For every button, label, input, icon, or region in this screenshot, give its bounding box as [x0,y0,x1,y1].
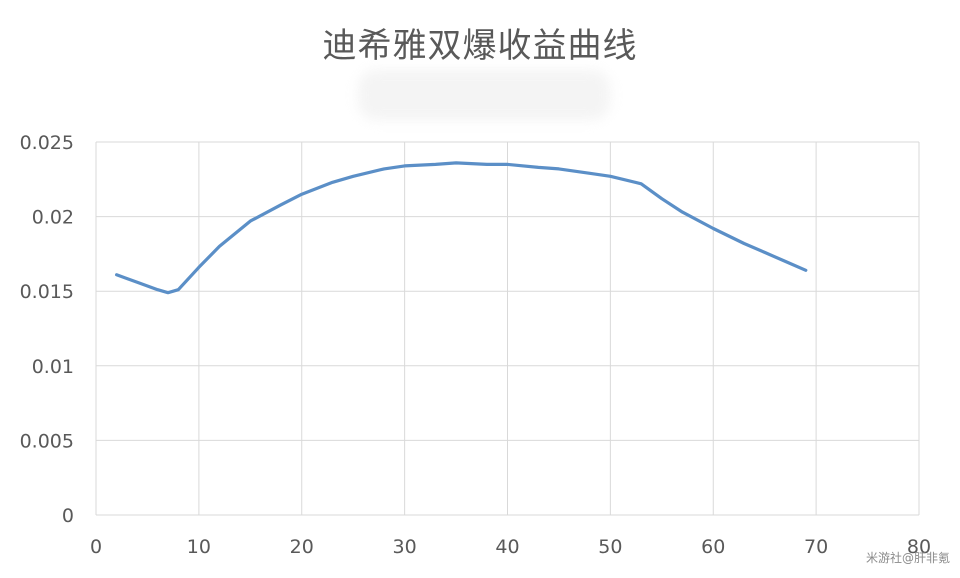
x-tick-label: 30 [393,536,417,558]
x-tick-label: 10 [187,536,211,558]
y-tick-label: 0.005 [20,430,74,452]
watermark: 米游社@肝非氪 [865,551,950,565]
y-tick-label: 0.015 [20,281,74,303]
x-tick-label: 60 [701,536,725,558]
y-tick-label: 0.01 [32,356,74,378]
series-line [115,161,808,295]
blurred-subtitle [358,70,610,120]
x-tick-label: 0 [90,536,102,558]
y-tick-label: 0 [62,505,74,527]
x-tick-label: 70 [804,536,828,558]
y-tick-label: 0.025 [20,132,74,154]
y-tick-label: 0.02 [32,207,74,229]
x-tick-label: 50 [598,536,622,558]
x-tick-label: 80 [907,536,931,558]
x-tick-label: 20 [290,536,314,558]
x-tick-label: 40 [495,536,519,558]
chart-title: 迪希雅双爆收益曲线 [322,26,638,66]
